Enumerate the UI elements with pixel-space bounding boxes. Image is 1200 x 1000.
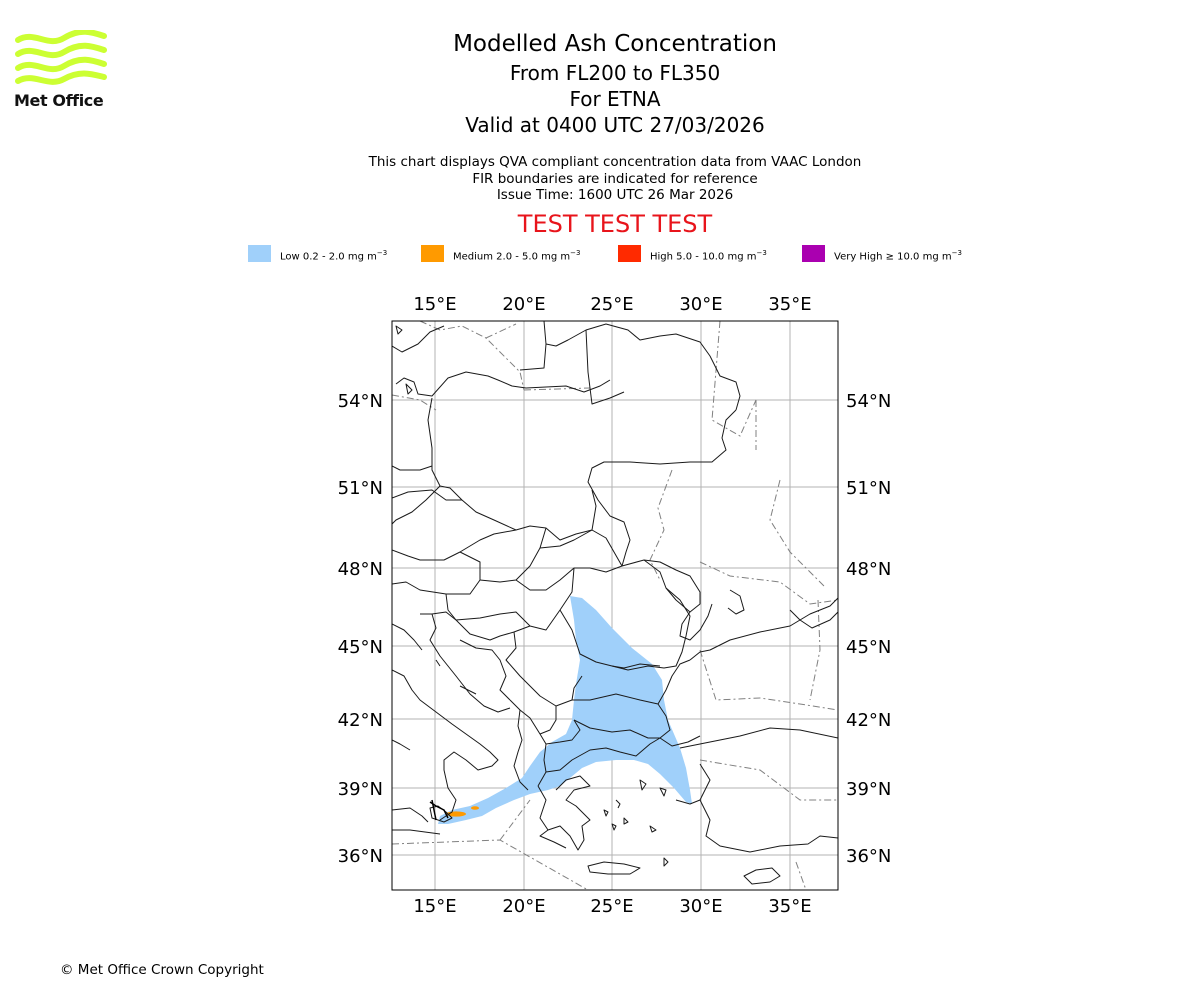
chart-subtitle: This chart displays QVA compliant concen… xyxy=(315,154,915,204)
country-borders xyxy=(392,321,838,885)
copyright-notice: © Met Office Crown Copyright xyxy=(60,962,264,978)
legend-label-very-high: Very High ≥ 10.0 mg m xyxy=(834,251,952,263)
lat-tick-label-left: 45°N xyxy=(338,637,383,658)
lon-tick-label-bottom: 15°E xyxy=(413,896,456,917)
lon-tick-label-bottom: 35°E xyxy=(768,896,811,917)
lon-tick-label-bottom: 25°E xyxy=(590,896,633,917)
map-tick-labels: 15°E 15°E 20°E 20°E 25°E 25°E 30°E 30°E 35°E 35°E… xyxy=(338,294,892,917)
ash-plume-medium-2 xyxy=(471,806,479,810)
lat-tick-label-left: 48°N xyxy=(338,559,383,580)
met-office-wave-icon xyxy=(15,28,107,85)
lat-tick-label-left: 36°N xyxy=(338,846,383,867)
lon-tick-label-top: 35°E xyxy=(768,294,811,315)
lat-tick-label-right: 36°N xyxy=(846,846,891,867)
legend-label-high: High 5.0 - 10.0 mg m xyxy=(650,251,757,263)
map-graticule xyxy=(392,321,838,890)
lon-tick-label-bottom: 20°E xyxy=(502,896,545,917)
ash-plume-low xyxy=(438,596,692,824)
subtitle-line-1: This chart displays QVA compliant concen… xyxy=(368,154,862,170)
lon-tick-label-top: 25°E xyxy=(590,294,633,315)
lat-tick-label-right: 54°N xyxy=(846,391,891,412)
sicily-coast xyxy=(429,799,449,821)
flight-level-range: From FL200 to FL350 xyxy=(509,61,721,85)
lon-tick-label-top: 30°E xyxy=(679,294,722,315)
legend-label-medium: Medium 2.0 - 5.0 mg m xyxy=(453,251,571,263)
lon-tick-label-top: 15°E xyxy=(413,294,456,315)
lat-tick-label-left: 54°N xyxy=(338,391,383,412)
lat-tick-label-right: 51°N xyxy=(846,478,891,499)
legend-swatch-very-high xyxy=(802,245,825,262)
lat-tick-label-right: 45°N xyxy=(846,637,891,658)
lon-tick-label-top: 20°E xyxy=(502,294,545,315)
lat-tick-label-left: 42°N xyxy=(338,710,383,731)
met-office-logo-text: Met Office xyxy=(14,91,104,110)
legend-label-low: Low 0.2 - 2.0 mg m xyxy=(280,251,377,263)
lat-tick-label-right: 39°N xyxy=(846,779,891,800)
legend-swatch-medium xyxy=(421,245,444,262)
chart-header: Modelled Ash Concentration From FL200 to… xyxy=(315,30,915,239)
valid-time: Valid at 0400 UTC 27/03/2026 xyxy=(465,113,765,137)
lat-tick-label-right: 42°N xyxy=(846,710,891,731)
test-banner: TEST TEST TEST xyxy=(517,209,713,238)
lat-tick-label-left: 51°N xyxy=(338,478,383,499)
lat-tick-label-right: 48°N xyxy=(846,559,891,580)
met-office-logo: Met Office xyxy=(14,28,108,112)
map-frame xyxy=(391,320,839,891)
fir-boundaries xyxy=(392,321,838,890)
subtitle-line-2: FIR boundaries are indicated for referen… xyxy=(472,170,758,187)
volcano-name: For ETNA xyxy=(569,87,661,111)
issue-time: Issue Time: 1600 UTC 26 Mar 2026 xyxy=(496,187,734,203)
chart-title: Modelled Ash Concentration xyxy=(453,31,777,57)
legend-swatch-low xyxy=(248,245,271,262)
lon-tick-label-bottom: 30°E xyxy=(679,896,722,917)
lat-tick-label-left: 39°N xyxy=(338,779,383,800)
legend-swatch-high xyxy=(618,245,641,262)
